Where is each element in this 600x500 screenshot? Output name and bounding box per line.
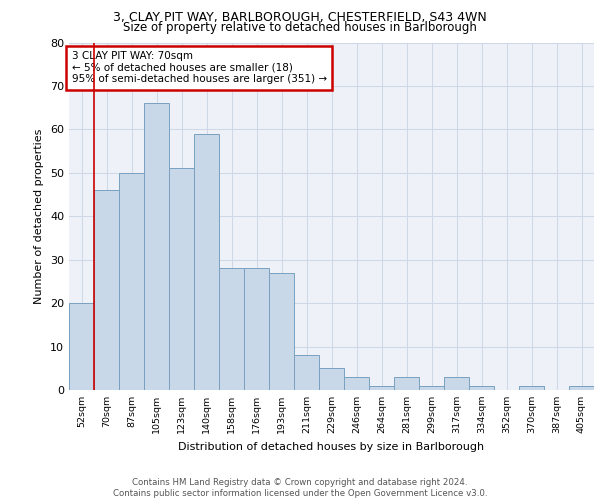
Bar <box>144 104 169 390</box>
Bar <box>519 386 544 390</box>
Bar <box>419 386 444 390</box>
Bar <box>219 268 244 390</box>
Y-axis label: Number of detached properties: Number of detached properties <box>34 128 44 304</box>
Bar <box>569 386 594 390</box>
Bar <box>394 377 419 390</box>
Bar <box>94 190 119 390</box>
Text: 3 CLAY PIT WAY: 70sqm
← 5% of detached houses are smaller (18)
95% of semi-detac: 3 CLAY PIT WAY: 70sqm ← 5% of detached h… <box>71 51 327 84</box>
Bar <box>444 377 469 390</box>
Bar <box>469 386 494 390</box>
Bar <box>369 386 394 390</box>
Text: Size of property relative to detached houses in Barlborough: Size of property relative to detached ho… <box>123 21 477 34</box>
Bar <box>269 272 294 390</box>
Text: Contains HM Land Registry data © Crown copyright and database right 2024.
Contai: Contains HM Land Registry data © Crown c… <box>113 478 487 498</box>
Bar <box>119 173 144 390</box>
Bar <box>69 303 94 390</box>
Bar <box>194 134 219 390</box>
Bar <box>319 368 344 390</box>
Bar <box>169 168 194 390</box>
X-axis label: Distribution of detached houses by size in Barlborough: Distribution of detached houses by size … <box>178 442 485 452</box>
Bar <box>344 377 369 390</box>
Text: 3, CLAY PIT WAY, BARLBOROUGH, CHESTERFIELD, S43 4WN: 3, CLAY PIT WAY, BARLBOROUGH, CHESTERFIE… <box>113 11 487 24</box>
Bar <box>294 355 319 390</box>
Bar <box>244 268 269 390</box>
